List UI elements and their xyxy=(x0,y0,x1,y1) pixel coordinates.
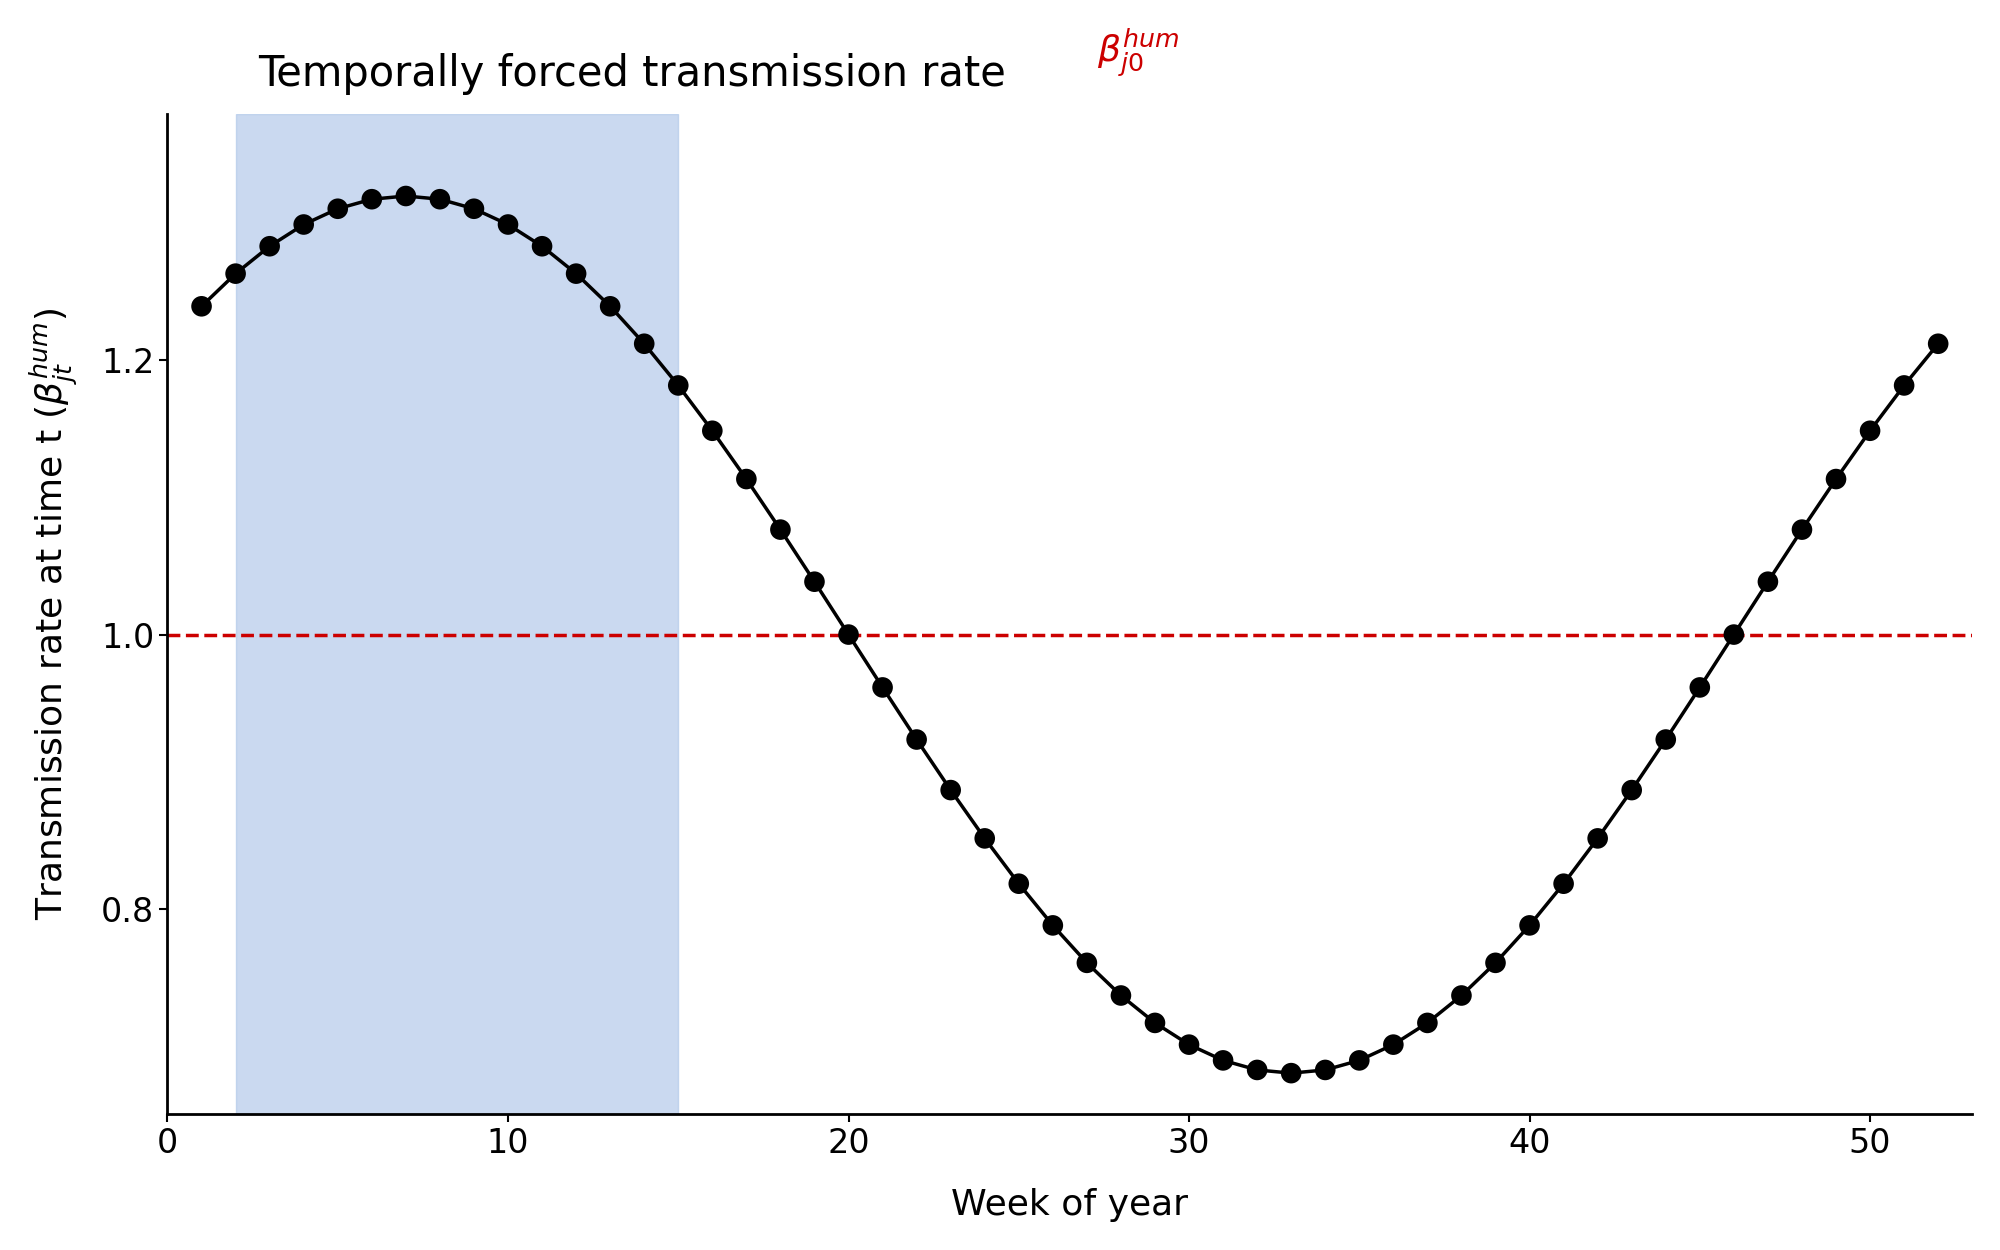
Point xyxy=(254,236,286,256)
Point xyxy=(934,780,966,800)
Point xyxy=(1480,952,1512,972)
Point xyxy=(1752,571,1784,591)
Point xyxy=(492,215,524,235)
Text: $\beta_{j0}^{hum}$: $\beta_{j0}^{hum}$ xyxy=(1096,26,1180,79)
Point xyxy=(322,199,354,219)
Point xyxy=(1276,1064,1308,1084)
Point xyxy=(1684,678,1716,698)
Point xyxy=(628,334,660,354)
Y-axis label: Transmission rate at time t ($\beta_{jt}^{hum}$): Transmission rate at time t ($\beta_{jt}… xyxy=(28,308,80,920)
Point xyxy=(288,215,320,235)
Point xyxy=(1548,874,1580,894)
Point xyxy=(798,571,830,591)
Point xyxy=(764,520,796,540)
Point xyxy=(1922,334,1954,354)
Point xyxy=(1310,1060,1342,1080)
Point xyxy=(356,189,388,209)
Point xyxy=(1070,952,1102,972)
Point xyxy=(1650,730,1682,750)
Point xyxy=(1854,421,1886,441)
Point xyxy=(1786,520,1818,540)
Point xyxy=(1446,985,1478,1005)
X-axis label: Week of year: Week of year xyxy=(952,1189,1188,1222)
Point xyxy=(1002,874,1034,894)
Point xyxy=(1208,1050,1240,1070)
Point xyxy=(424,189,456,209)
Point xyxy=(1616,780,1648,800)
Point xyxy=(1138,1013,1170,1032)
Point xyxy=(390,186,422,206)
Point xyxy=(1242,1060,1274,1080)
Point xyxy=(1344,1050,1376,1070)
Point xyxy=(1412,1013,1444,1032)
Point xyxy=(1104,985,1136,1005)
Point xyxy=(186,296,218,316)
Point xyxy=(1888,375,1920,395)
Point xyxy=(1378,1035,1410,1055)
Point xyxy=(458,199,490,219)
Point xyxy=(1582,829,1614,849)
Text: Temporally forced transmission rate: Temporally forced transmission rate xyxy=(258,52,1006,95)
Point xyxy=(832,625,864,645)
Point xyxy=(900,730,932,750)
Point xyxy=(526,236,558,256)
Point xyxy=(866,678,898,698)
Point xyxy=(968,829,1000,849)
Point xyxy=(560,264,592,284)
Point xyxy=(594,296,626,316)
Point xyxy=(1036,915,1068,935)
Point xyxy=(696,421,728,441)
Point xyxy=(1718,625,1750,645)
Point xyxy=(1820,469,1852,489)
Point xyxy=(220,264,252,284)
Point xyxy=(730,469,762,489)
Bar xyxy=(236,114,678,1114)
Point xyxy=(1514,915,1546,935)
Point xyxy=(662,375,694,395)
Point xyxy=(1174,1035,1206,1055)
